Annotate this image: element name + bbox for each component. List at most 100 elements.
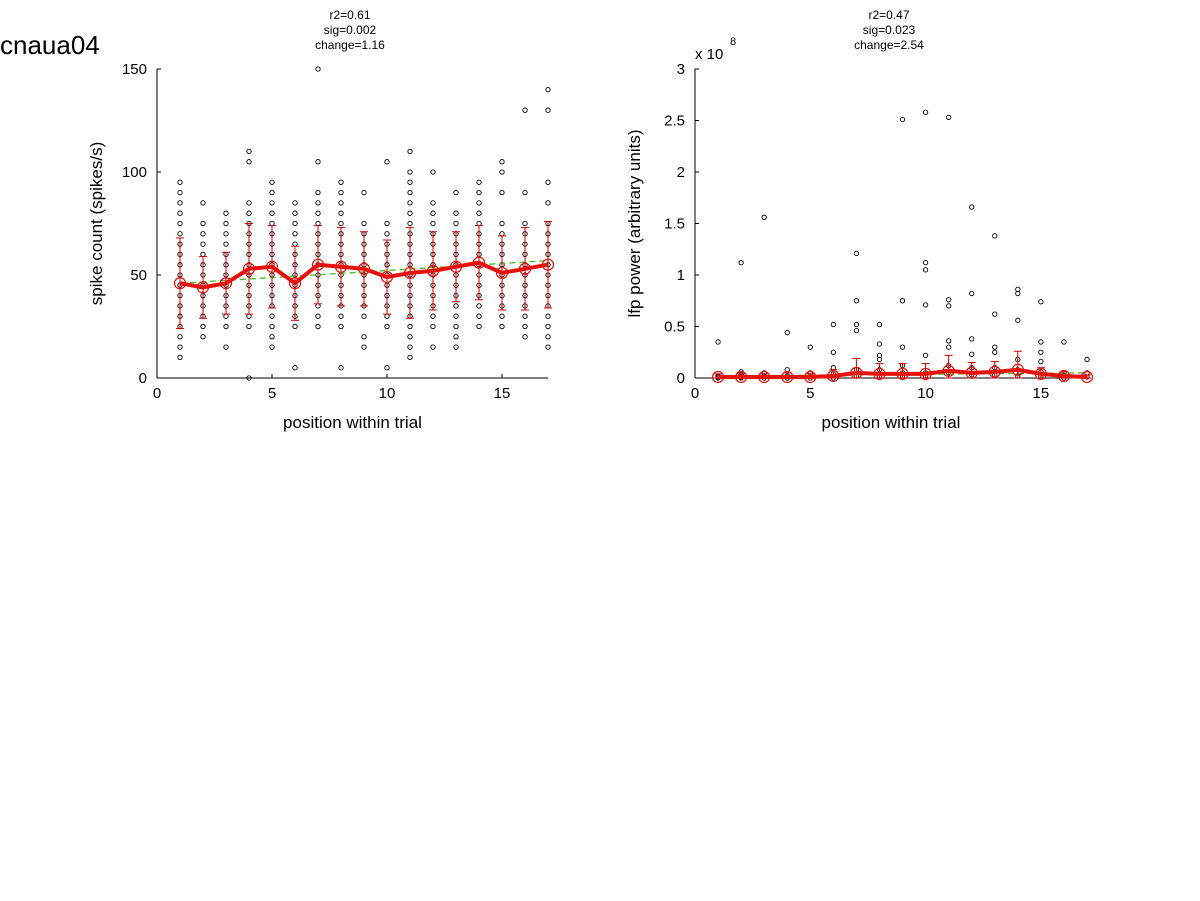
- data-point: [876, 341, 883, 347]
- data-point: [499, 220, 505, 227]
- data-point: [269, 210, 275, 216]
- data-point: [315, 220, 321, 227]
- data-point: [361, 189, 367, 196]
- data-point: [430, 323, 436, 330]
- stat-annotation: sig=0.023: [863, 23, 916, 37]
- data-point: [269, 313, 275, 319]
- data-point: [522, 220, 528, 227]
- x-axis-label: position within trial: [283, 413, 422, 432]
- data-point: [361, 313, 367, 319]
- data-point: [476, 220, 482, 227]
- data-point: [522, 107, 528, 113]
- data-point: [1038, 299, 1044, 305]
- data-point: [200, 251, 206, 258]
- data-point: [499, 169, 505, 175]
- data-point: [430, 220, 436, 227]
- data-point: [177, 354, 183, 361]
- y-tick-label: 2.5: [664, 113, 685, 130]
- stat-annotation: r2=0.61: [329, 8, 370, 22]
- data-point: [177, 231, 183, 237]
- y-tick-label: 3: [677, 61, 685, 78]
- data-point: [315, 159, 321, 165]
- data-point: [453, 334, 459, 340]
- data-point: [407, 148, 413, 155]
- data-point: [223, 210, 229, 216]
- mean-marker: [518, 262, 532, 275]
- data-point: [315, 189, 321, 196]
- y-tick-label: 1.5: [664, 216, 685, 233]
- data-point: [246, 313, 252, 319]
- data-point: [200, 220, 206, 227]
- mean-marker: [1011, 363, 1024, 376]
- data-point: [407, 354, 413, 361]
- data-point: [246, 159, 252, 165]
- data-point: [223, 323, 229, 330]
- data-point: [315, 313, 321, 319]
- data-point: [246, 210, 252, 216]
- data-point: [223, 313, 229, 319]
- data-point: [315, 323, 321, 330]
- data-point: [384, 313, 390, 319]
- data-point: [830, 321, 837, 328]
- data-point: [992, 311, 998, 317]
- mean-marker: [265, 260, 279, 273]
- mean-marker: [219, 277, 233, 290]
- data-point: [407, 169, 413, 175]
- data-point: [292, 210, 298, 216]
- data-point: [899, 344, 906, 350]
- data-point: [876, 356, 883, 363]
- data-point: [453, 313, 459, 319]
- data-point: [545, 313, 551, 319]
- data-point: [315, 66, 321, 72]
- data-point: [269, 334, 275, 340]
- data-point: [384, 231, 390, 237]
- data-point: [246, 323, 252, 330]
- data-point: [177, 334, 183, 340]
- mean-marker: [896, 367, 909, 380]
- data-point: [522, 189, 528, 196]
- data-point: [830, 365, 837, 371]
- x-tick-label: 15: [494, 385, 511, 402]
- figure-title: cnaua04: [0, 30, 100, 60]
- data-point: [246, 375, 252, 381]
- data-point: [476, 303, 482, 309]
- data-point: [969, 336, 975, 342]
- data-point: [269, 189, 275, 196]
- data-point: [338, 189, 344, 196]
- data-point: [453, 344, 459, 350]
- data-point: [545, 200, 551, 206]
- data-point: [384, 220, 390, 227]
- x-tick-label: 15: [1033, 385, 1050, 402]
- data-point: [522, 334, 528, 340]
- data-point: [338, 179, 344, 185]
- stat-annotation: r2=0.47: [868, 8, 909, 22]
- x-tick-label: 0: [153, 385, 161, 402]
- x-tick-label: 10: [379, 385, 396, 402]
- x-tick-label: 10: [917, 385, 934, 402]
- data-point: [430, 210, 436, 216]
- data-point: [876, 321, 883, 328]
- data-point: [992, 349, 998, 355]
- data-point: [200, 200, 206, 206]
- data-point: [269, 220, 275, 227]
- mean-marker: [988, 365, 1001, 378]
- mean-marker: [288, 277, 302, 290]
- data-point: [177, 179, 183, 185]
- y-exponent-label: x 10: [695, 46, 723, 63]
- data-point: [177, 220, 183, 227]
- data-point: [361, 334, 367, 340]
- y-tick-label: 150: [122, 61, 147, 78]
- data-point: [853, 250, 860, 257]
- data-point: [922, 302, 929, 308]
- data-point: [407, 220, 413, 227]
- data-point: [945, 114, 952, 121]
- mean-marker: [495, 266, 509, 280]
- data-point: [177, 189, 183, 196]
- data-point: [200, 241, 206, 247]
- mean-marker: [242, 262, 256, 275]
- mean-marker: [403, 266, 417, 280]
- y-axis-label: lfp power (arbitrary units): [625, 129, 644, 317]
- data-point: [453, 303, 459, 309]
- data-point: [522, 323, 528, 330]
